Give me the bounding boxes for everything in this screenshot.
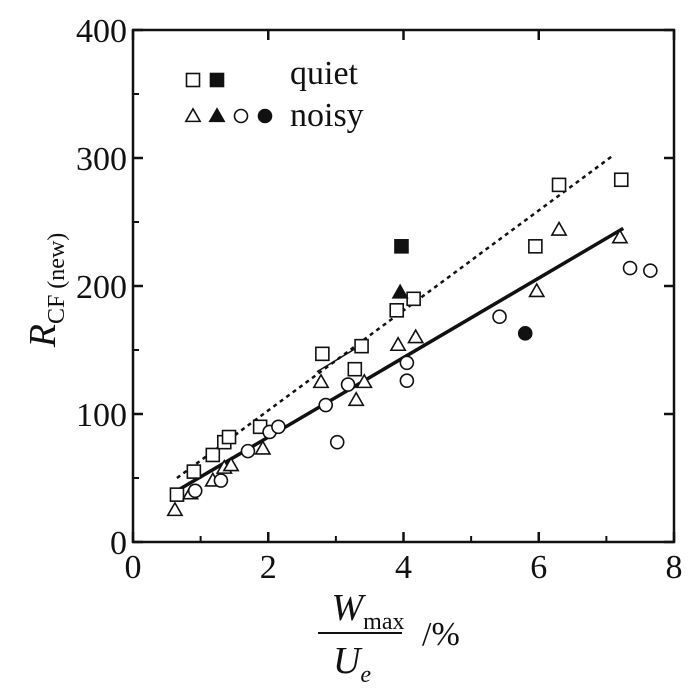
svg-text:Wmax: Wmax [332,587,405,635]
x-axis-label-numerator-sub: max [363,609,404,635]
data-point-open-circle [492,309,507,325]
data-point-filled-circle [517,326,533,341]
data-point-open-circle [318,397,334,413]
data-point-filled-square [394,239,409,254]
fit-line-segment [316,345,360,373]
data-point-open-triangle [550,220,568,236]
x-axis-label-denominator-sub: e [360,662,371,688]
data-point-open-circle [399,355,415,371]
legend-markers-quiet [185,72,225,88]
y-axis-label-main: R [22,324,64,348]
legend-marker-filled-square [209,72,225,88]
svg-text:Ue: Ue [333,640,371,688]
y-tick-label: 400 [76,13,127,50]
data-point-open-square [528,239,543,254]
legend: quiet noisy [184,55,364,134]
data-point-open-square [613,172,629,188]
fit-lines [176,154,625,493]
data-point-open-circle [187,483,203,499]
data-point-open-circle [643,263,658,278]
x-tick-label: 0 [125,549,142,586]
data-point-open-circle [213,473,229,488]
data-point-open-circle [622,260,638,276]
legend-marker-filled-triangle [208,107,226,123]
data-point-open-triangle [254,439,272,455]
y-tick-label: 300 [76,141,127,178]
data-point-open-square [205,447,221,463]
y-axis-label: RCF (new) [22,233,70,349]
x-tick-label: 4 [395,549,412,586]
data-point-open-square [186,464,202,479]
data-points [166,172,658,517]
data-point-open-triangle [611,228,629,244]
x-tick-label: 8 [666,549,683,586]
legend-marker-filled-circle [257,108,273,124]
data-point-open-circle [340,377,356,392]
x-axis-label-numerator-main: W [332,587,367,629]
data-point-open-triangle [347,391,365,407]
fit-line-quiet-dashed [176,154,614,480]
data-point-open-triangle [355,373,373,389]
y-axis-label-sub: CF (new) [44,233,70,324]
x-axis-unit: /% [422,616,460,653]
x-axis-label-denominator-main: U [333,640,363,682]
x-tick-label: 2 [260,549,277,586]
x-tick-label: 6 [530,549,547,586]
y-tick-label: 100 [76,397,127,434]
legend-marker-open-square [185,72,201,88]
data-point-open-square [315,346,330,362]
axis-tick-labels: 0 2 4 6 8 0 100 200 300 400 [76,13,683,586]
legend-label-noisy: noisy [290,97,364,134]
data-point-open-triangle [166,501,184,517]
legend-marker-open-circle [233,108,249,124]
data-point-open-triangle [312,373,330,389]
data-point-open-triangle [389,336,407,352]
data-point-open-square [389,303,405,318]
data-point-open-square [347,361,363,377]
x-axis-label: Wmax Ue /% [318,587,460,688]
data-point-open-circle [240,443,256,459]
svg-text:RCF (new): RCF (new) [22,233,70,349]
data-point-open-circle [329,434,345,450]
y-tick-label: 0 [110,525,127,562]
data-point-open-square [551,177,567,193]
plot-frame [131,28,676,544]
data-point-open-square [354,338,369,354]
data-point-open-square [169,487,185,502]
legend-marker-open-triangle [184,107,202,123]
data-point-open-triangle [528,282,546,298]
legend-markers-noisy [184,107,273,124]
data-point-open-triangle [407,328,425,344]
data-point-open-circle [271,419,286,435]
data-point-open-circle [399,373,415,389]
axis-ticks [131,28,676,544]
y-tick-label: 200 [76,269,127,306]
data-point-open-square [221,429,237,445]
data-point-open-triangle [222,456,240,472]
legend-label-quiet: quiet [290,55,359,92]
data-point-open-square [406,291,421,307]
data-point-filled-triangle [391,283,409,299]
